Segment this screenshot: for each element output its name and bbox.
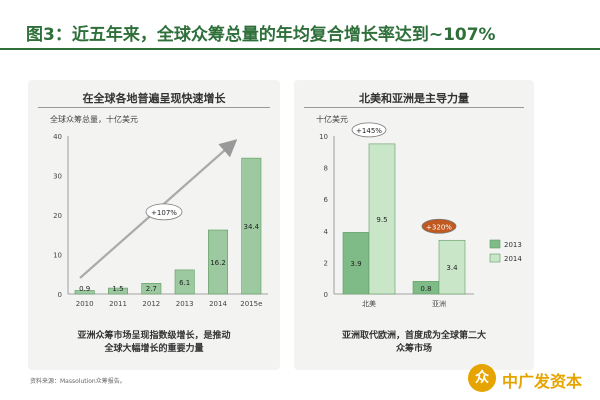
right-bar-label-北美-2013: 3.9 bbox=[350, 260, 361, 268]
left-cagr-bubble bbox=[145, 203, 183, 221]
left-x-tick-2012: 2012 bbox=[142, 300, 160, 308]
right-bar-北美-2013 bbox=[342, 232, 370, 295]
left-bar-2010 bbox=[74, 290, 95, 295]
right-x-tick-1: 亚洲 bbox=[432, 300, 446, 308]
left-chart-panel: 在全球各地普遍呈现快速增长 全球众筹总量，十亿美元 0 10 20 30 40 0.9 201… bbox=[28, 80, 280, 370]
brand-logo-mark: 众 bbox=[468, 364, 496, 392]
right-bar-label-亚洲-2013: 0.8 bbox=[420, 285, 431, 293]
brand-logo: 众 中广发资本 bbox=[466, 362, 590, 396]
right-y-tick-4: 8 bbox=[324, 165, 328, 173]
title-divider bbox=[0, 48, 600, 50]
right-chart-title: 北美和亚洲是主导力量 bbox=[359, 92, 469, 105]
right-legend-label-2014: 2014 bbox=[504, 255, 522, 263]
right-chart-svg: 十亿美元 0 2 4 6 8 10 3.9 9.5 北美 0.8 3.4 亚洲 +145% +320% 201… bbox=[316, 114, 522, 308]
right-y-tick-2: 4 bbox=[324, 228, 329, 236]
right-caption-line-1: 亚洲取代欧洲，首度成为全球第二大 bbox=[341, 331, 486, 341]
left-y-tick-4: 40 bbox=[53, 133, 62, 141]
left-y-axis-label: 全球众筹总量，十亿美元 bbox=[50, 114, 138, 124]
right-y-tick-0: 0 bbox=[324, 291, 328, 299]
left-y-tick-0: 0 bbox=[58, 291, 62, 299]
right-legend-swatch-2013 bbox=[489, 239, 501, 249]
right-chart-title-rule bbox=[304, 107, 524, 108]
left-y-tick-2: 20 bbox=[53, 212, 62, 220]
page-title: 图3：近五年来，全球众筹总量的年均复合增长率达到~107% bbox=[26, 25, 496, 45]
brand-logo-text: 中广发资本 bbox=[502, 372, 583, 391]
left-bar-label-2011: 1.5 bbox=[112, 285, 123, 293]
left-bar-label-2015e: 34.4 bbox=[244, 223, 260, 231]
right-y-tick-3: 6 bbox=[324, 196, 329, 204]
left-bar-label-2014: 16.2 bbox=[210, 259, 226, 267]
right-growth-bubble-0 bbox=[351, 122, 387, 138]
left-x-tick-2015e: 2015e bbox=[240, 300, 262, 308]
left-chart-svg: 全球众筹总量，十亿美元 0 10 20 30 40 0.9 2010 1.5 2011 2.7 201… bbox=[50, 114, 268, 308]
left-bar-label-2010: 0.9 bbox=[79, 285, 90, 293]
right-bar-亚洲-2014 bbox=[438, 239, 466, 295]
left-chart-title: 在全球各地普遍呈现快速增长 bbox=[82, 92, 226, 105]
left-bar-2011 bbox=[108, 287, 128, 295]
left-x-tick-2014: 2014 bbox=[209, 300, 227, 308]
left-y-tick-3: 30 bbox=[53, 173, 62, 181]
left-caption-line-2: 全球大幅增长的重要力量 bbox=[104, 344, 204, 354]
left-bar-2015e bbox=[241, 157, 262, 295]
left-bar-2014 bbox=[208, 229, 228, 295]
left-bar-label-2012: 2.7 bbox=[146, 285, 157, 293]
right-growth-bubble-1 bbox=[421, 218, 457, 234]
left-chart-caption: 亚洲众筹市场呈现指数级增长，是推动 全球大幅增长的重要力量 bbox=[38, 330, 270, 356]
right-bar-label-北美-2014: 9.5 bbox=[376, 216, 387, 224]
left-x-tick-2013: 2013 bbox=[176, 300, 194, 308]
right-y-axis-label: 十亿美元 bbox=[316, 114, 348, 124]
left-chart-title-rule bbox=[38, 107, 270, 108]
left-bar-label-2013: 6.1 bbox=[179, 279, 190, 287]
right-bar-北美-2014 bbox=[368, 143, 396, 295]
right-growth-label-0: +145% bbox=[356, 127, 382, 135]
left-cagr-label: +107% bbox=[151, 209, 177, 217]
right-legend-swatch-2014 bbox=[489, 253, 501, 263]
left-x-tick-2011: 2011 bbox=[109, 300, 127, 308]
right-y-tick-1: 2 bbox=[324, 259, 328, 267]
left-x-tick-2010: 2010 bbox=[76, 300, 94, 308]
right-x-tick-0: 北美 bbox=[362, 299, 376, 308]
right-growth-label-1: +320% bbox=[426, 223, 452, 231]
right-legend-label-2013: 2013 bbox=[504, 241, 522, 249]
right-caption-line-2: 众筹市场 bbox=[395, 344, 432, 354]
left-bar-2013 bbox=[174, 269, 195, 295]
left-caption-line-1: 亚洲众筹市场呈现指数级增长，是推动 bbox=[77, 331, 231, 341]
right-chart-panel: 北美和亚洲是主导力量 十亿美元 0 2 4 6 8 10 3.9 9.5 北美 0.8 3.4 亚洲 +1… bbox=[294, 80, 534, 370]
source-footnote: 资料来源：Massolution众筹报告。 bbox=[30, 378, 126, 385]
right-bar-label-亚洲-2014: 3.4 bbox=[446, 264, 458, 272]
left-y-tick-1: 10 bbox=[53, 252, 62, 260]
left-bar-2012 bbox=[141, 283, 162, 295]
right-chart-caption: 亚洲取代欧洲，首度成为全球第二大 众筹市场 bbox=[304, 330, 524, 356]
right-y-tick-5: 10 bbox=[319, 133, 328, 141]
